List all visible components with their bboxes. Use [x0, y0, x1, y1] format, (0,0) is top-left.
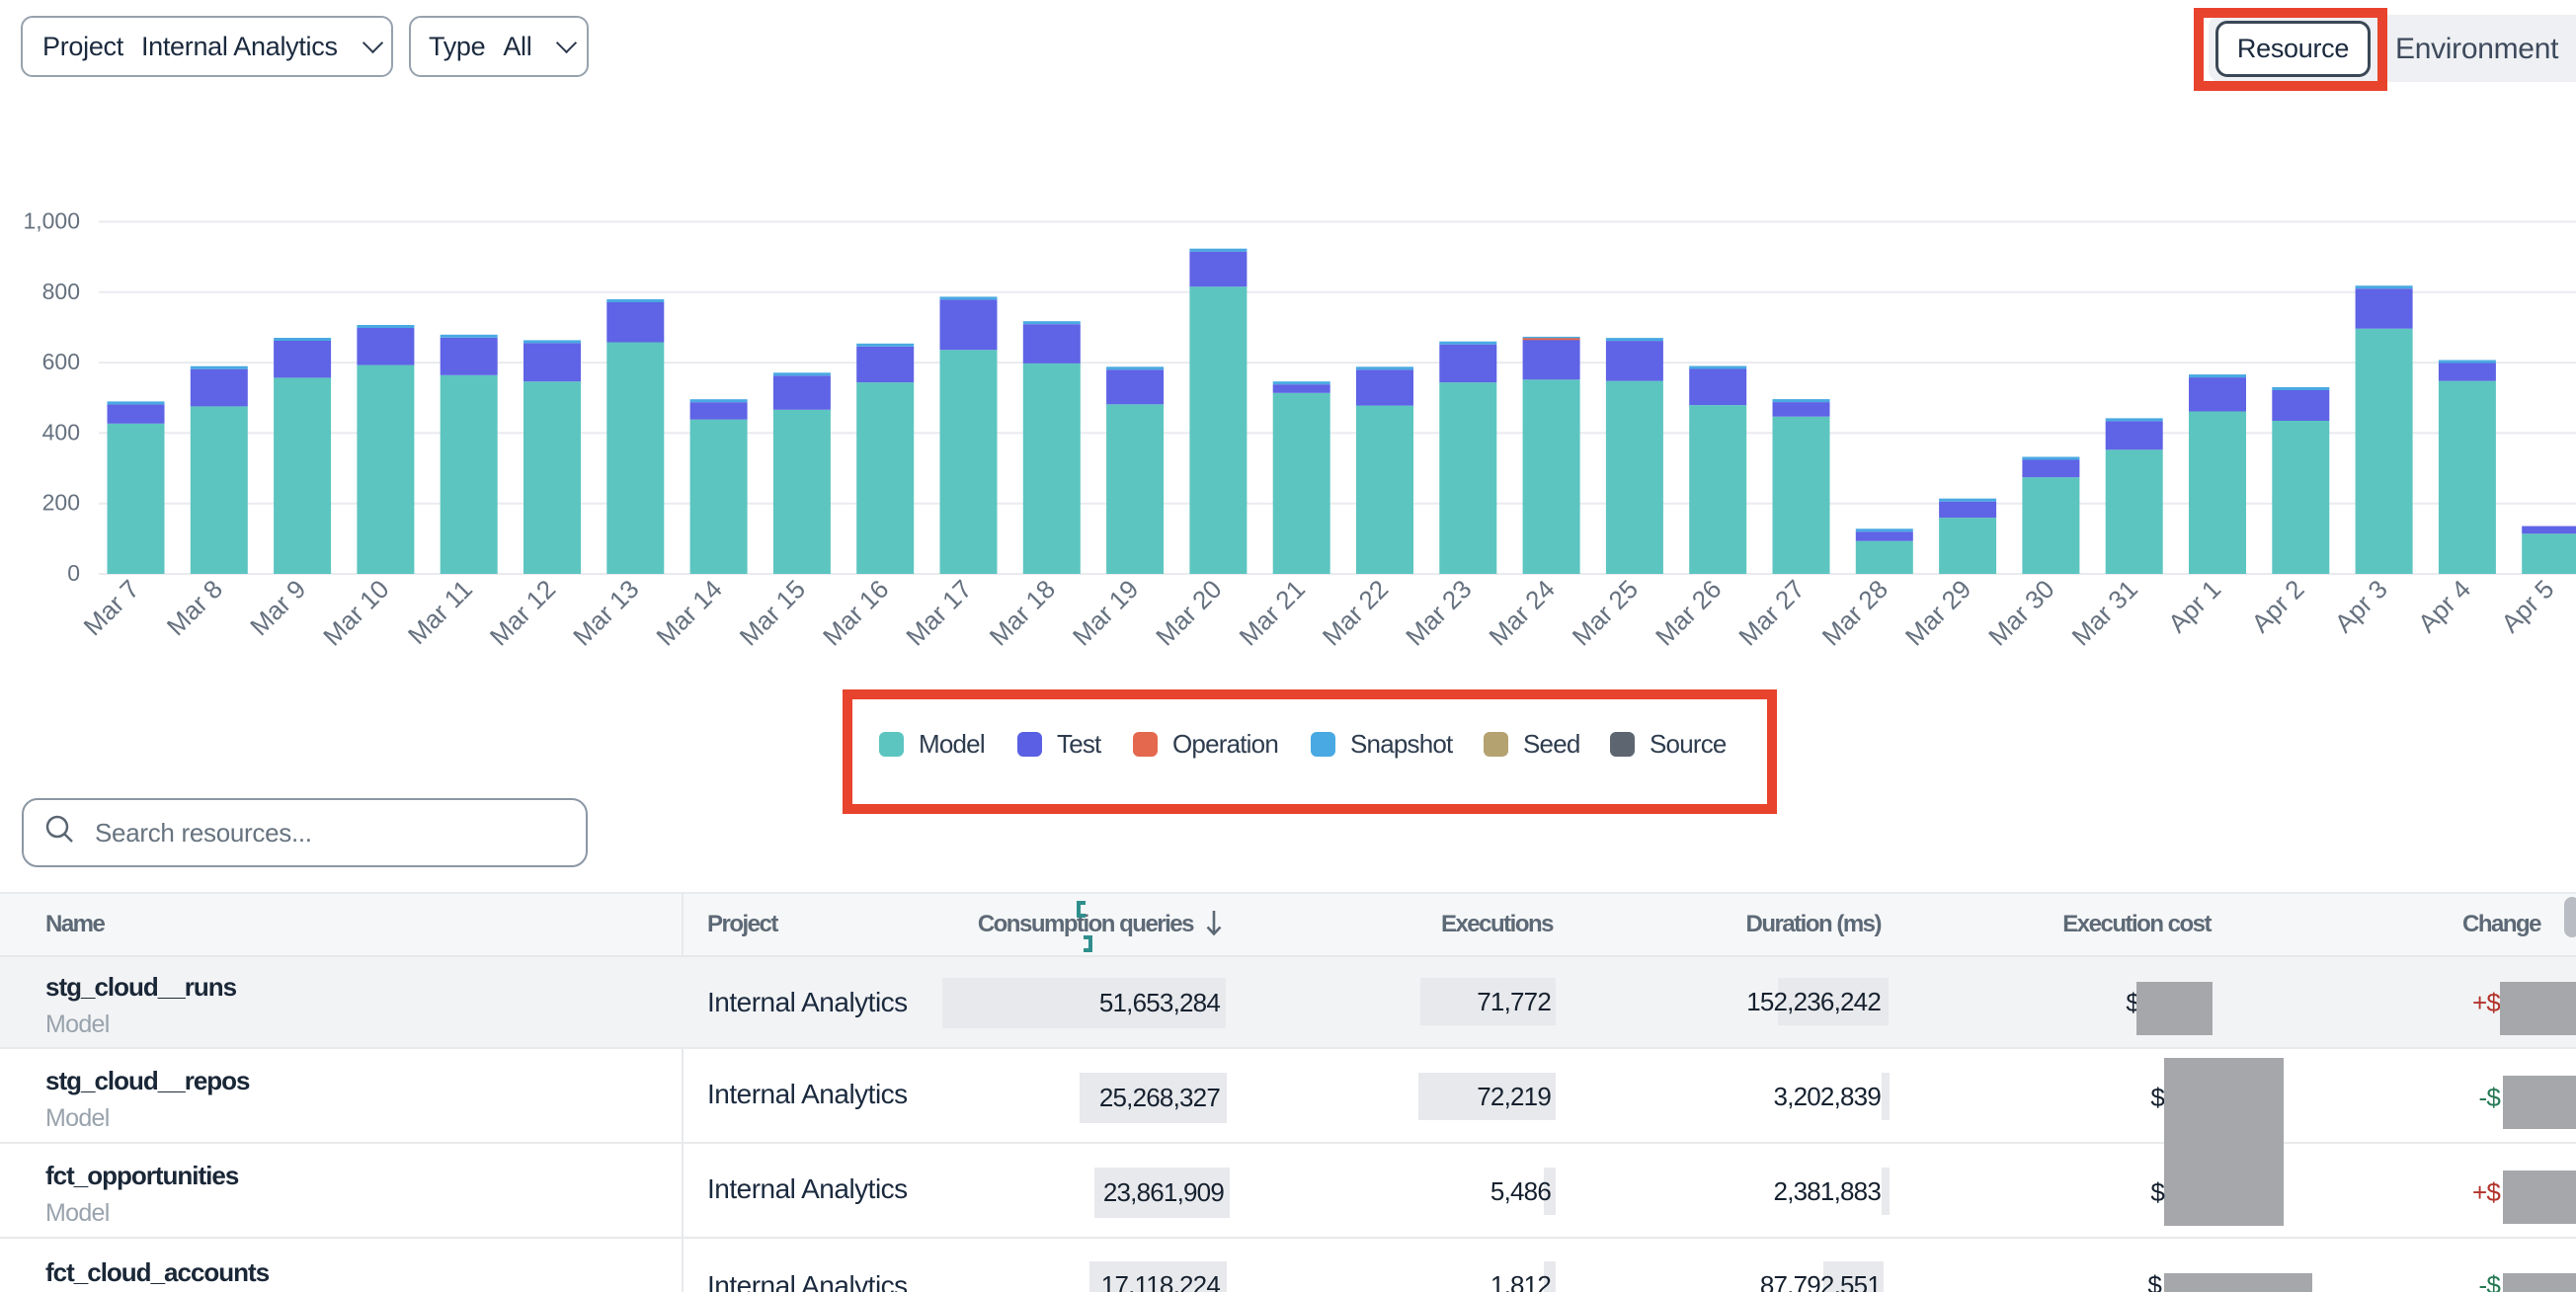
svg-text:600: 600: [42, 349, 80, 374]
svg-text:Mar 15: Mar 15: [734, 574, 811, 651]
svg-text:Mar 28: Mar 28: [1816, 574, 1893, 651]
svg-text:Mar 13: Mar 13: [567, 574, 644, 651]
svg-text:Mar 24: Mar 24: [1483, 574, 1560, 651]
svg-text:Mar 16: Mar 16: [817, 574, 894, 651]
svg-text:Mar 25: Mar 25: [1567, 574, 1644, 651]
svg-text:Mar 21: Mar 21: [1234, 574, 1311, 651]
svg-text:Mar 7: Mar 7: [78, 574, 145, 641]
svg-text:Mar 12: Mar 12: [484, 574, 561, 651]
svg-text:Apr 3: Apr 3: [2329, 574, 2393, 638]
svg-text:Mar 17: Mar 17: [900, 574, 977, 651]
svg-text:Mar 29: Mar 29: [1899, 574, 1976, 651]
svg-text:Mar 20: Mar 20: [1150, 574, 1227, 651]
svg-text:400: 400: [42, 419, 80, 444]
svg-text:Mar 18: Mar 18: [984, 574, 1061, 651]
svg-text:Mar 31: Mar 31: [2066, 574, 2143, 651]
svg-text:Mar 9: Mar 9: [244, 574, 311, 641]
svg-text:Apr 4: Apr 4: [2412, 574, 2476, 638]
svg-text:Apr 2: Apr 2: [2245, 574, 2309, 638]
svg-text:1,000: 1,000: [23, 208, 80, 234]
svg-text:0: 0: [67, 560, 80, 586]
svg-text:Mar 22: Mar 22: [1317, 574, 1394, 651]
svg-text:Mar 10: Mar 10: [317, 574, 394, 651]
svg-text:800: 800: [42, 279, 80, 304]
svg-text:Mar 27: Mar 27: [1732, 574, 1810, 651]
svg-text:Mar 26: Mar 26: [1650, 574, 1727, 651]
svg-text:200: 200: [42, 490, 80, 516]
svg-text:Mar 23: Mar 23: [1400, 574, 1477, 651]
svg-text:Apr 1: Apr 1: [2162, 574, 2226, 638]
svg-text:Mar 30: Mar 30: [1982, 574, 2059, 651]
svg-text:Apr 5: Apr 5: [2495, 574, 2559, 638]
svg-text:Mar 14: Mar 14: [650, 574, 727, 651]
svg-text:Mar 11: Mar 11: [402, 574, 478, 650]
svg-text:Mar 19: Mar 19: [1067, 574, 1144, 651]
svg-text:Mar 8: Mar 8: [161, 574, 228, 641]
